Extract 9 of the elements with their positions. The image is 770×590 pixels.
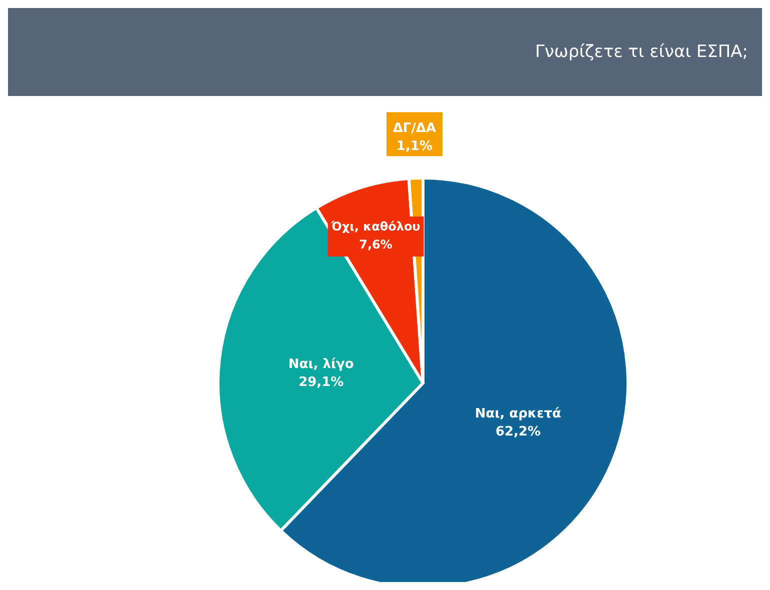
slice-label: Ναι, αρκετά: [474, 406, 562, 422]
slice-label: Ναι, λίγο: [288, 356, 354, 372]
data-label: 29,1%: [298, 374, 344, 390]
data-label: 62,2%: [496, 424, 541, 440]
slice-label: Όχι, καθόλου: [330, 220, 420, 234]
data-label: 7,6%: [359, 238, 392, 252]
data-label: 1,1%: [396, 139, 432, 154]
chart-title: Γνωρίζετε τι είναι ΕΣΠΑ;: [535, 42, 748, 62]
slice-label: ΔΓ/ΔΑ: [392, 121, 436, 136]
